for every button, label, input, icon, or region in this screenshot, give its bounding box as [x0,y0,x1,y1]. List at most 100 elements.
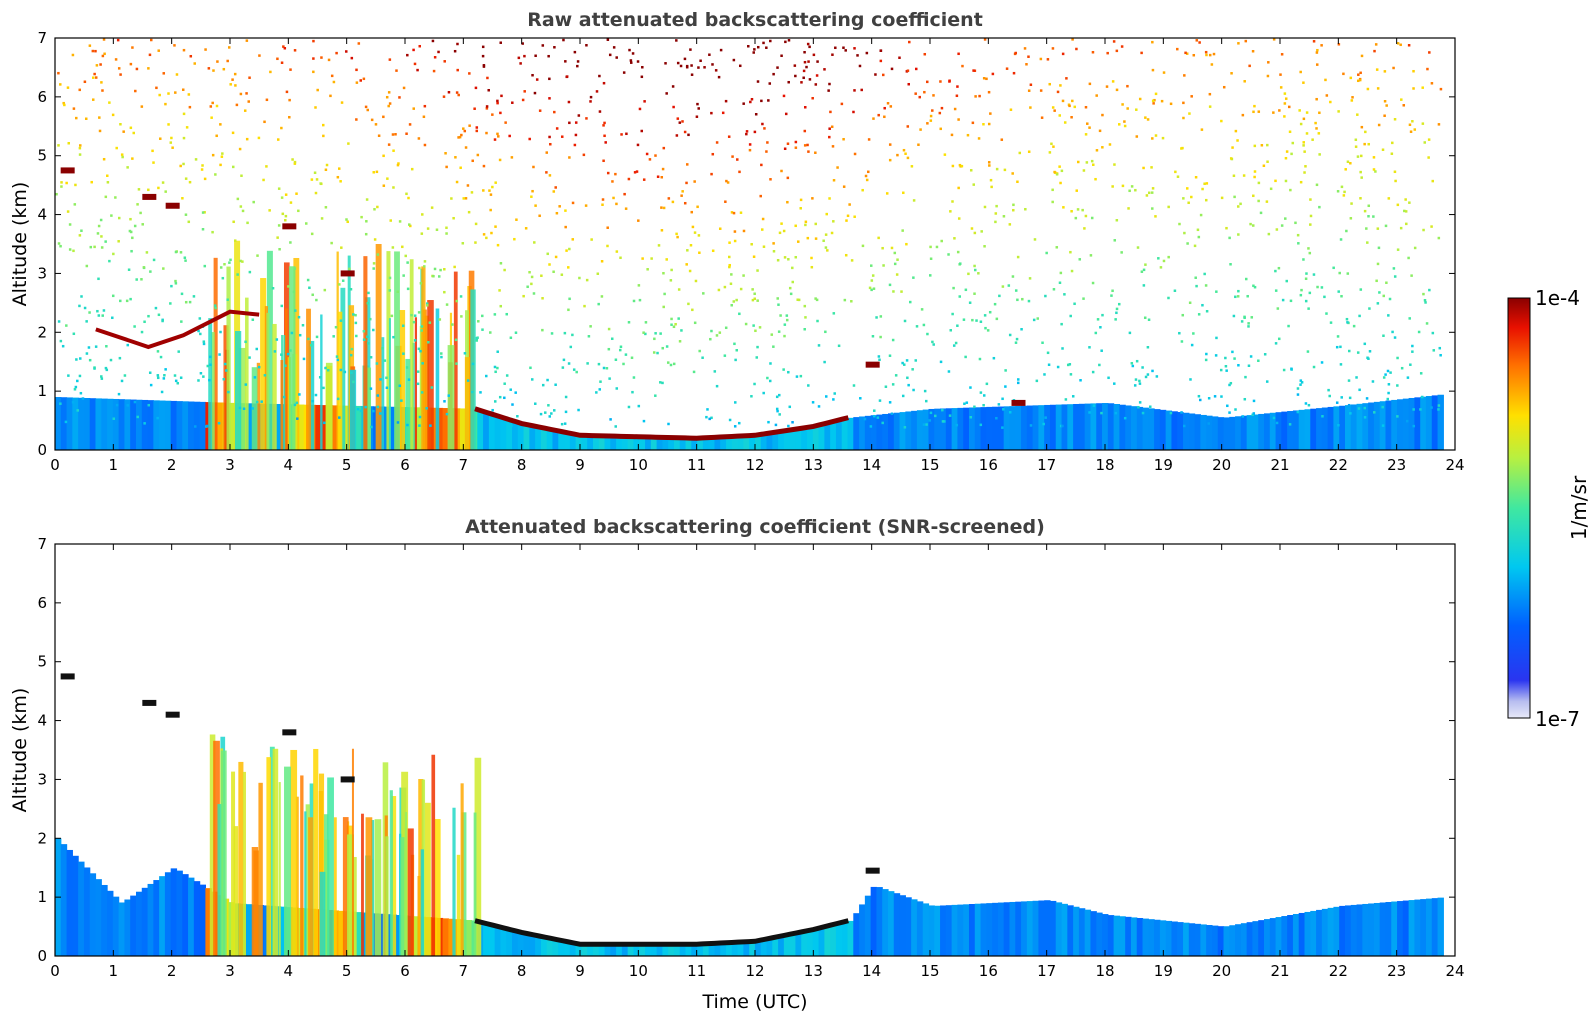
top-noise-pixel [675,134,679,137]
top-noise-pixel [635,170,639,173]
top-noise-pixel [548,415,552,418]
top-noise-pixel [615,56,618,59]
top-noise-pixel [316,88,319,92]
bottom-cloud-layer [60,673,75,680]
top-noise-pixel [1151,187,1155,190]
top-noise-pixel [1335,345,1339,349]
top-noise-pixel [598,388,602,391]
top-noise-pixel [564,60,567,63]
top-noise-pixel [955,423,959,427]
top-noise-pixel [301,323,305,327]
top-noise-pixel [481,314,484,318]
top-noise-pixel [147,403,151,407]
top-noise-pixel [738,170,741,174]
top-plume-streak [399,310,406,450]
top-noise-pixel [640,129,644,133]
top-noise-pixel [1135,359,1139,363]
top-noise-pixel [714,69,718,72]
top-boundary-layer-column [1073,403,1080,450]
top-noise-pixel [1115,49,1119,53]
top-boundary-layer-column [83,398,91,450]
top-noise-pixel [370,425,373,429]
top-boundary-layer-column [633,436,640,450]
top-boundary-layer-column [645,436,652,450]
top-noise-pixel [263,120,266,124]
top-noise-pixel [1243,80,1246,83]
top-noise-pixel [1266,160,1269,163]
top-boundary-layer-column [1281,411,1288,450]
bottom-boundary-layer-column [1183,922,1190,956]
top-noise-pixel [481,54,485,58]
bottom-boundary-layer-column [934,905,941,956]
top-noise-pixel [905,359,909,362]
top-noise-pixel [637,219,640,222]
top-noise-pixel [772,250,776,253]
top-noise-pixel [584,204,588,207]
top-noise-pixel [852,384,856,387]
top-noise-pixel [943,420,946,423]
top-noise-pixel [1299,122,1303,126]
bottom-cloud-layer [865,867,880,874]
top-boundary-layer-column [830,422,837,450]
y-tick-label: 0 [37,947,47,965]
top-noise-pixel [72,107,76,110]
top-noise-pixel [108,259,111,263]
x-tick-label: 12 [745,456,764,474]
top-noise-pixel [289,201,293,204]
colorbar-unit-label: 1/m/sr [1567,475,1591,540]
top-noise-pixel [322,123,325,127]
top-noise-pixel [545,151,549,154]
top-noise-pixel [188,300,192,304]
bottom-boundary-layer-column [1136,918,1144,956]
top-noise-pixel [1052,288,1056,291]
top-noise-pixel [509,388,512,391]
top-noise-pixel [786,176,790,180]
bottom-boundary-layer-column [726,942,733,956]
top-noise-pixel [78,153,82,156]
top-noise-pixel [1252,194,1255,198]
top-noise-pixel [255,347,258,351]
top-noise-pixel [750,395,753,398]
top-boundary-layer-column [621,436,629,450]
top-noise-pixel [243,109,247,112]
top-noise-pixel [523,54,526,58]
top-noise-pixel [1304,277,1308,280]
top-noise-pixel [1363,342,1367,346]
top-noise-pixel [188,105,192,109]
bottom-boundary-layer-column [1264,919,1271,956]
top-boundary-layer-column [714,437,721,450]
bottom-cloud-layer [165,711,180,718]
top-noise-pixel [418,415,422,419]
top-noise-pixel [423,265,426,268]
top-noise-pixel [794,74,797,78]
x-tick-label: 24 [1445,456,1464,474]
top-noise-pixel [133,400,137,404]
top-boundary-layer-column [112,398,120,450]
top-noise-pixel [641,257,644,260]
top-noise-pixel [734,358,737,362]
top-noise-pixel [139,211,142,215]
top-noise-pixel [922,323,926,327]
top-noise-pixel [969,386,972,389]
top-noise-pixel [1040,116,1044,119]
top-boundary-layer-column [899,412,906,450]
top-boundary-layer-column [523,423,530,450]
top-noise-pixel [1185,52,1189,55]
top-noise-pixel [608,377,611,380]
top-noise-pixel [517,56,521,60]
top-noise-pixel [111,113,115,117]
top-noise-pixel [1367,204,1371,208]
top-noise-pixel [1386,397,1390,401]
top-noise-pixel [420,391,424,394]
top-noise-pixel [630,356,634,360]
top-noise-pixel [312,70,315,74]
top-noise-pixel [653,337,656,341]
top-noise-pixel [179,376,183,379]
top-noise-pixel [879,315,883,318]
top-noise-pixel [1045,251,1048,255]
top-boundary-layer-column [483,411,490,450]
bottom-boundary-layer-column [1304,911,1311,956]
top-noise-pixel [1328,394,1331,398]
top-noise-pixel [72,249,75,253]
